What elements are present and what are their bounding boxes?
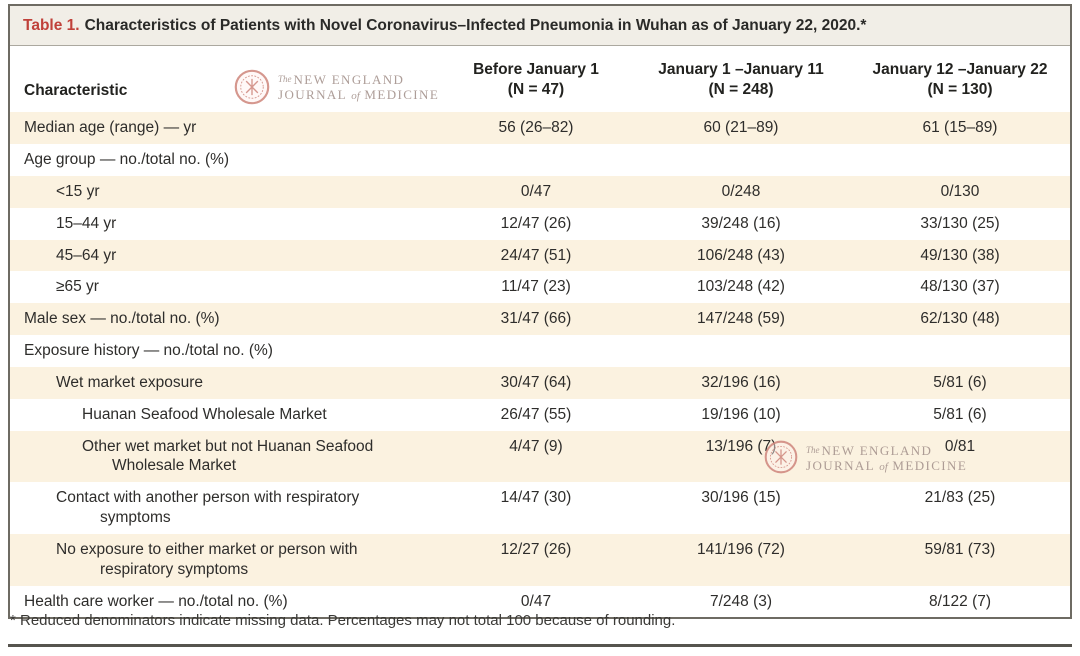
table-row: Health care worker — no./total no. (%) 0/… xyxy=(10,586,1070,618)
row-label: Exposure history — no./total no. (%) xyxy=(24,342,273,360)
row-label: 15–44 yr xyxy=(56,214,117,232)
row-label: Contact with another person with respira… xyxy=(56,489,360,527)
table-header: Characteristic Before January 1 (N = 47)… xyxy=(10,46,1070,113)
row-value: 60 (21–89) xyxy=(632,112,850,145)
table-row: 15–44 yr 12/47 (26) 39/248 (16) 33/130 (25) xyxy=(10,208,1070,240)
row-value xyxy=(850,335,1070,367)
row-value: 62/130 (48) xyxy=(850,303,1070,336)
table-row: Huanan Seafood Wholesale Market 26/47 (55… xyxy=(10,399,1070,431)
header-period: January 12 –January 22 xyxy=(872,61,1048,78)
row-value: 141/196 (72) xyxy=(632,533,850,586)
header-period: January 1 –January 11 xyxy=(658,61,824,78)
row-value: 5/81 (6) xyxy=(933,405,987,423)
row-label: ≥65 yr xyxy=(56,278,99,296)
row-value: 33/130 (25) xyxy=(920,214,1000,232)
row-value: 8/122 (7) xyxy=(928,592,992,610)
header-col-jan12-jan22: January 12 –January 22 (N = 130) xyxy=(850,46,1070,113)
row-value: 11/47 (23) xyxy=(501,278,571,296)
table-row: Exposure history — no./total no. (%) xyxy=(10,335,1070,367)
row-value: 106/248 (43) xyxy=(632,239,850,272)
row-value: 0/81 xyxy=(850,430,1070,483)
row-value xyxy=(632,335,850,367)
table-title-number: Table 1. xyxy=(23,17,80,34)
table-row: 45–64 yr 24/47 (51) 106/248 (43) 49/130 (38… xyxy=(10,239,1070,272)
row-label: Wet market exposure xyxy=(10,366,440,399)
row-value xyxy=(850,144,1070,176)
bottom-rule xyxy=(8,644,1072,647)
row-value: 21/83 (25) xyxy=(924,489,996,507)
row-value: 7/248 (3) xyxy=(709,592,773,610)
row-value: 4/47 (9) xyxy=(440,430,632,483)
row-value xyxy=(632,144,850,176)
row-value: 30/196 (15) xyxy=(701,489,781,507)
row-label: 45–64 yr xyxy=(10,239,440,272)
row-value: 147/248 (59) xyxy=(632,303,850,336)
row-value: 19/196 (10) xyxy=(701,405,781,423)
table-row: <15 yr 0/47 0/248 0/130 xyxy=(10,175,1070,208)
row-value: 13/196 (7) xyxy=(632,430,850,483)
row-label: Male sex — no./total no. (%) xyxy=(10,303,440,336)
header-characteristic: Characteristic xyxy=(10,46,440,113)
header-col-jan1-jan11: January 1 –January 11 (N = 248) xyxy=(632,46,850,113)
table-title: Table 1. Characteristics of Patients with… xyxy=(10,6,1070,46)
row-value: 0/47 xyxy=(520,592,552,610)
row-value: 59/81 (73) xyxy=(850,533,1070,586)
row-label: Huanan Seafood Wholesale Market xyxy=(82,405,327,423)
row-value xyxy=(440,144,632,176)
row-value: 0/248 xyxy=(632,175,850,208)
row-value: 31/47 (66) xyxy=(440,303,632,336)
table-footnote: * Reduced denominators indicate missing … xyxy=(10,612,676,629)
table-row: No exposure to either market or person w… xyxy=(10,533,1070,586)
header-n: (N = 47) xyxy=(507,81,565,99)
table-row: Age group — no./total no. (%) xyxy=(10,144,1070,176)
table-row: ≥65 yr 11/47 (23) 103/248 (42) 48/130 (37) xyxy=(10,271,1070,303)
row-value: 0/47 xyxy=(440,175,632,208)
row-label: No exposure to either market or person w… xyxy=(10,533,440,586)
table-row: Other wet market but not Huanan Seafood … xyxy=(10,430,1070,483)
row-value: 48/130 (37) xyxy=(920,278,1000,296)
header-n: (N = 130) xyxy=(927,81,993,99)
row-label: Other wet market but not Huanan Seafood … xyxy=(10,430,440,483)
row-value: 0/130 xyxy=(850,175,1070,208)
row-value: 32/196 (16) xyxy=(632,366,850,399)
table-row: Contact with another person with respira… xyxy=(10,482,1070,534)
row-label: Median age (range) — yr xyxy=(10,112,440,145)
header-period: Before January 1 xyxy=(473,61,599,78)
row-value: 103/248 (42) xyxy=(697,278,785,296)
table-row: Male sex — no./total no. (%) 31/47 (66) 14… xyxy=(10,303,1070,336)
row-value: 49/130 (38) xyxy=(850,239,1070,272)
table-card: Table 1. Characteristics of Patients with… xyxy=(8,4,1072,620)
row-value: 12/27 (26) xyxy=(440,533,632,586)
row-value: 56 (26–82) xyxy=(440,112,632,145)
table-body: Median age (range) — yr 56 (26–82) 60 (21–… xyxy=(10,112,1070,617)
header-col-before-jan1: Before January 1 (N = 47) xyxy=(440,46,632,113)
row-value: 12/47 (26) xyxy=(500,214,572,232)
row-value xyxy=(440,335,632,367)
row-label: Health care worker — no./total no. (%) xyxy=(24,592,288,610)
table-row: Wet market exposure 30/47 (64) 32/196 (16)… xyxy=(10,366,1070,399)
header-n: (N = 248) xyxy=(708,81,774,99)
row-value: 61 (15–89) xyxy=(850,112,1070,145)
row-value: 30/47 (64) xyxy=(440,366,632,399)
characteristics-table: Characteristic Before January 1 (N = 47)… xyxy=(10,46,1070,617)
row-label: Age group — no./total no. (%) xyxy=(24,151,230,169)
row-value: 14/47 (30) xyxy=(500,489,572,507)
row-label: <15 yr xyxy=(10,175,440,208)
table-row: Median age (range) — yr 56 (26–82) 60 (21–… xyxy=(10,112,1070,145)
row-value: 39/248 (16) xyxy=(701,214,781,232)
row-value: 26/47 (55) xyxy=(500,405,572,423)
table-title-text: Characteristics of Patients with Novel C… xyxy=(84,17,867,34)
row-value: 24/47 (51) xyxy=(440,239,632,272)
row-value: 5/81 (6) xyxy=(850,366,1070,399)
